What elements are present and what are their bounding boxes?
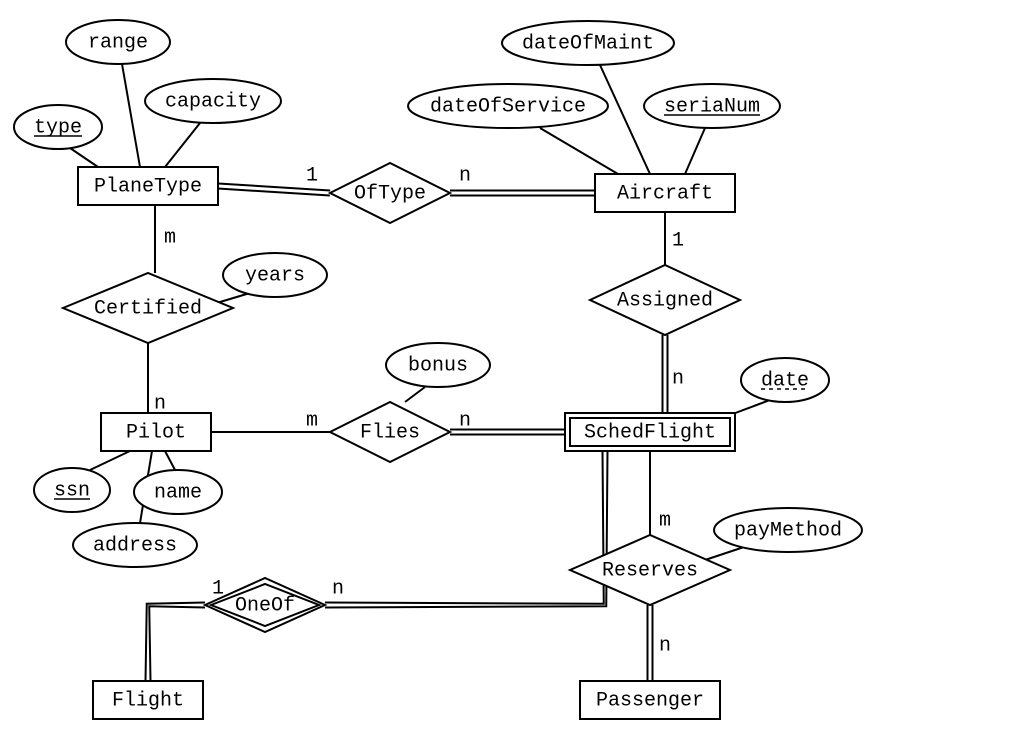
- svg-text:Aircraft: Aircraft: [617, 182, 713, 205]
- attribute-dateOfService: dateOfService: [408, 84, 608, 128]
- edge-ssn-pilot: [90, 451, 130, 470]
- svg-text:Flight: Flight: [112, 689, 184, 712]
- svg-text:years: years: [245, 264, 305, 287]
- edge-reserves-passenger: n: [648, 605, 672, 681]
- attribute-name: name: [134, 470, 222, 514]
- attribute-seriaNum: seriaNum: [644, 84, 780, 128]
- edge-oneOf-flight: 1: [146, 577, 225, 681]
- er-diagram: 1 n m n 1 n m n n 1 m n range capacity type dateOfMaint…: [0, 0, 1024, 747]
- svg-text:Pilot: Pilot: [126, 421, 186, 444]
- svg-text:range: range: [88, 31, 148, 54]
- edge-capacity-planeType: [165, 123, 200, 167]
- edge-schedFlight-oneOf: n: [325, 451, 608, 608]
- edge-seriaNum-aircraft: [685, 128, 705, 174]
- edge-ofType-aircraft: n: [450, 164, 595, 195]
- cardinality-label: m: [306, 409, 318, 432]
- edge-name-pilot: [165, 451, 175, 470]
- attribute-payMethod: payMethod: [714, 508, 862, 552]
- attribute-ssn: ssn: [34, 468, 110, 512]
- attribute-capacity: capacity: [145, 79, 281, 123]
- svg-text:PlaneType: PlaneType: [94, 175, 202, 198]
- svg-text:Reserves: Reserves: [602, 559, 698, 582]
- entity-flight: Flight: [93, 681, 203, 719]
- edge-pilot-flies: m: [211, 409, 330, 432]
- cardinality-label: n: [672, 367, 684, 390]
- attribute-years: years: [223, 253, 327, 297]
- relationship-assigned: Assigned: [590, 265, 740, 335]
- svg-text:payMethod: payMethod: [734, 519, 842, 542]
- svg-text:capacity: capacity: [165, 90, 261, 113]
- svg-text:Certified: Certified: [94, 297, 202, 320]
- entity-pilot: Pilot: [101, 413, 211, 451]
- attribute-dateOfMaint: dateOfMaint: [502, 21, 674, 65]
- edge-bonus-flies: [405, 387, 425, 402]
- svg-text:Flies: Flies: [360, 421, 420, 444]
- edge-dateOfService-aircraft: [540, 128, 618, 174]
- edge-type-planeType: [70, 148, 98, 167]
- attribute-range: range: [66, 20, 170, 64]
- edge-planeType-certified: m: [155, 205, 176, 273]
- attribute-bonus: bonus: [386, 343, 490, 387]
- edge-schedFlight-reserves: m: [650, 451, 671, 535]
- cardinality-label: 1: [306, 164, 318, 187]
- edge-range-planeType: [122, 64, 140, 167]
- svg-text:SchedFlight: SchedFlight: [584, 421, 716, 444]
- cardinality-label: n: [332, 577, 344, 600]
- entity-passenger: Passenger: [580, 681, 720, 719]
- cardinality-label: n: [154, 392, 166, 415]
- edge-assigned-schedFlight: n: [663, 335, 685, 413]
- edge-aircraft-assigned: 1: [665, 212, 684, 265]
- edge-dateOfMaint-aircraft: [600, 65, 650, 174]
- svg-text:OfType: OfType: [354, 182, 426, 205]
- entity-aircraft: Aircraft: [595, 174, 735, 212]
- svg-text:OneOf: OneOf: [235, 594, 295, 617]
- cardinality-label: n: [659, 634, 671, 657]
- cardinality-label: m: [164, 226, 176, 249]
- svg-text:Passenger: Passenger: [596, 689, 704, 712]
- edge-flies-schedFlight: n: [450, 409, 565, 434]
- relationship-ofType: OfType: [330, 163, 450, 223]
- attribute-address: address: [73, 523, 197, 567]
- relationship-certified: Certified: [63, 273, 233, 343]
- svg-text:Assigned: Assigned: [617, 289, 713, 312]
- entity-planeType: PlaneType: [78, 167, 218, 205]
- cardinality-label: n: [459, 409, 471, 432]
- edge-certified-pilot: n: [148, 343, 166, 415]
- svg-text:address: address: [93, 534, 177, 557]
- svg-text:bonus: bonus: [408, 354, 468, 377]
- svg-text:name: name: [154, 481, 202, 504]
- relationship-reserves: Reserves: [570, 535, 730, 605]
- cardinality-label: n: [459, 164, 471, 187]
- edge-planeType-ofType: 1: [218, 164, 330, 195]
- attribute-date: date: [741, 358, 829, 402]
- entity-schedFlight: SchedFlight: [565, 413, 735, 451]
- cardinality-label: m: [659, 509, 671, 532]
- cardinality-label: 1: [672, 229, 684, 252]
- relationship-flies: Flies: [330, 402, 450, 462]
- attribute-type: type: [14, 105, 102, 149]
- svg-text:dateOfService: dateOfService: [430, 95, 586, 118]
- svg-text:dateOfMaint: dateOfMaint: [522, 32, 654, 55]
